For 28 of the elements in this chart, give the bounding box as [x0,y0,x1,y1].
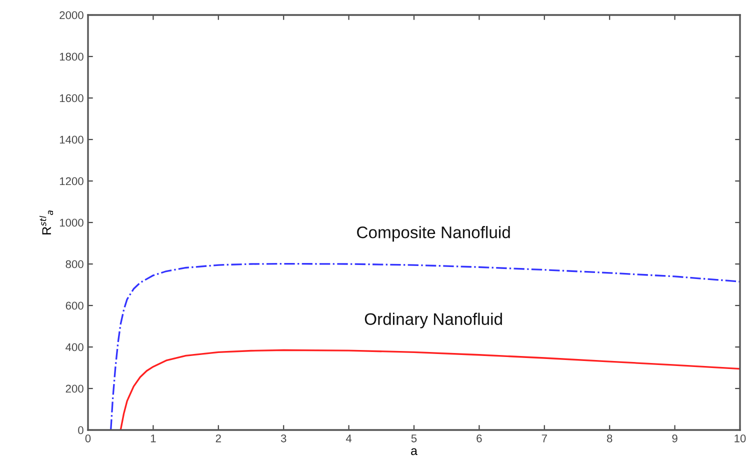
y-tick-label: 600 [66,302,84,310]
x-tick-label: 0 [85,434,91,442]
series-label: Ordinary Nanofluid [364,312,502,328]
x-tick-label: 5 [411,434,417,442]
x-tick-label: 3 [280,434,286,442]
x-tick-label: 4 [346,434,352,442]
y-tick-label: 1200 [60,177,84,186]
x-tick-label: 7 [542,434,547,442]
x-tick-label: 10 [734,434,746,442]
series-label: Composite Nanofluid [357,226,510,242]
y-tick-label: 1600 [60,94,84,102]
x-tick-label: 8 [606,434,612,442]
y-tick-label: 0 [78,426,84,434]
y-axis-title: R$^{stl}$$_{a}$ [39,210,54,234]
y-tick-label: 1400 [60,136,84,144]
x-tick-label: 6 [476,434,482,442]
y-tick-label: 800 [66,260,84,268]
x-tick-label: 2 [216,434,221,442]
line-series [110,262,740,430]
y-tick-label: 1000 [60,218,84,227]
x-axis-title: a [411,448,418,456]
y-tick-label: 1800 [60,52,84,61]
x-tick-label: 1 [150,434,156,442]
y-tick-label: 400 [66,343,84,352]
x-tick-label: 9 [672,434,678,442]
line-series [120,349,740,430]
y-tick-label: 200 [66,384,84,393]
y-tick-label: 2000 [60,11,84,20]
